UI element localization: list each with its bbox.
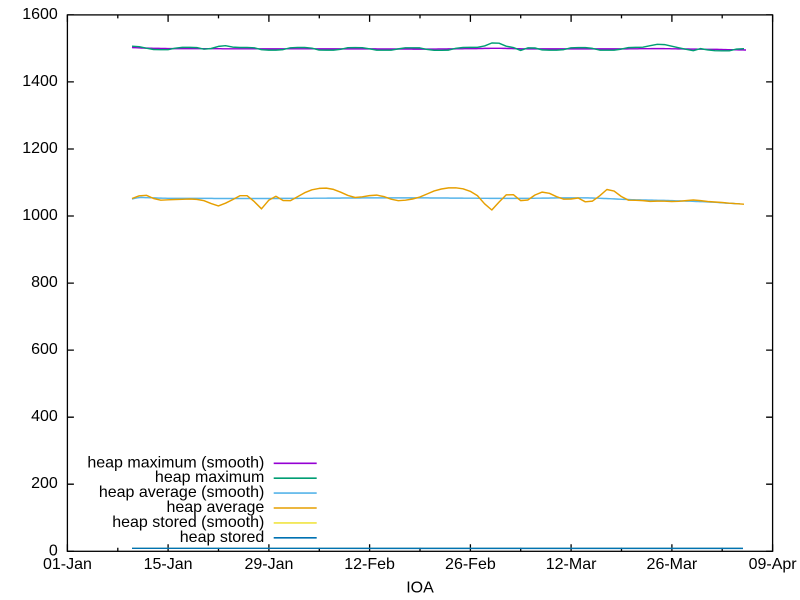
svg-text:200: 200 <box>31 475 58 492</box>
svg-text:1000: 1000 <box>22 207 58 224</box>
svg-text:heap average: heap average <box>166 499 264 516</box>
svg-text:0: 0 <box>49 542 58 559</box>
svg-text:heap maximum: heap maximum <box>155 469 264 486</box>
svg-text:1200: 1200 <box>22 140 58 157</box>
svg-text:heap average (smooth): heap average (smooth) <box>99 484 264 501</box>
svg-text:29-Jan: 29-Jan <box>244 556 293 573</box>
svg-text:26-Feb: 26-Feb <box>445 556 496 573</box>
svg-text:1600: 1600 <box>22 6 58 23</box>
svg-text:400: 400 <box>31 408 58 425</box>
svg-text:800: 800 <box>31 274 58 291</box>
svg-text:26-Mar: 26-Mar <box>647 556 698 573</box>
svg-text:IOA: IOA <box>406 580 434 597</box>
svg-text:heap stored (smooth): heap stored (smooth) <box>112 514 264 531</box>
svg-text:15-Jan: 15-Jan <box>144 556 193 573</box>
svg-text:09-Apr: 09-Apr <box>749 556 798 573</box>
svg-text:12-Mar: 12-Mar <box>546 556 597 573</box>
svg-text:heap maximum (smooth): heap maximum (smooth) <box>87 454 264 471</box>
svg-text:heap stored: heap stored <box>180 529 265 546</box>
svg-text:600: 600 <box>31 341 58 358</box>
svg-text:01-Jan: 01-Jan <box>43 556 92 573</box>
svg-text:12-Feb: 12-Feb <box>344 556 395 573</box>
svg-text:1400: 1400 <box>22 73 58 90</box>
